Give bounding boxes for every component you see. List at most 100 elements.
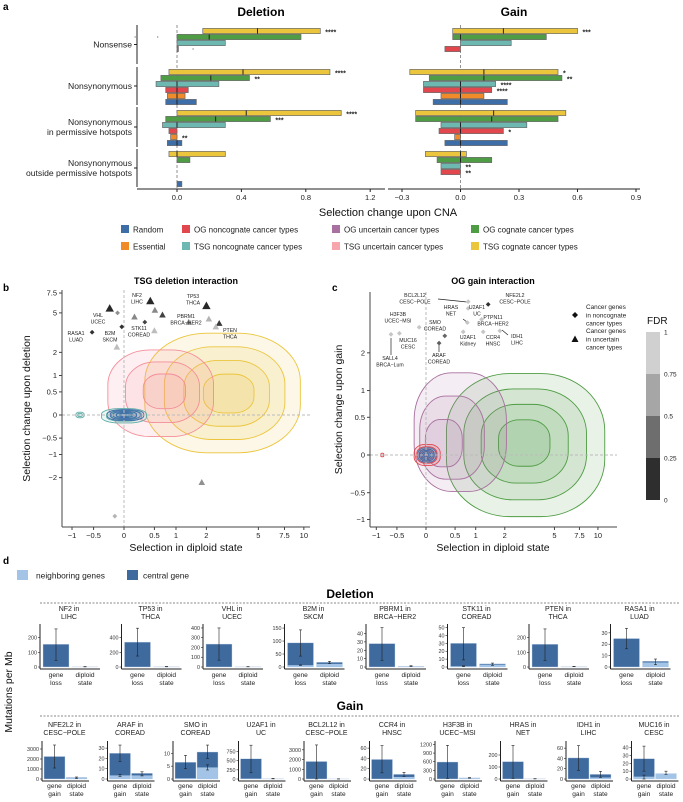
- category-label: gene: [113, 783, 128, 790]
- panel-title: UCEC−MSI: [439, 730, 475, 737]
- y-tick-label: 40: [357, 632, 363, 638]
- panel-title: MUC16 in: [638, 722, 669, 729]
- category-label: diploid: [238, 672, 257, 679]
- outlier-point: [134, 36, 136, 38]
- category-label: Nonsynonymous: [68, 81, 132, 91]
- category-label: diploid: [263, 783, 282, 790]
- bar: [168, 69, 331, 75]
- x-tick-label: 0.6: [572, 193, 582, 202]
- y-tick-label: 1000: [289, 767, 301, 773]
- legend-swatch: [332, 225, 340, 233]
- y-tick-label: 60: [361, 746, 367, 752]
- category-label: state: [159, 680, 174, 687]
- density-contour: [413, 372, 507, 492]
- category-label: Nonsynonymous: [68, 158, 132, 168]
- diamond-point: [464, 320, 470, 326]
- category-label: gain: [179, 791, 192, 798]
- y-tick-label: 250: [227, 768, 236, 774]
- colorbar-band: [646, 374, 660, 416]
- category-label: state: [528, 791, 543, 798]
- y-tick-label: 10: [357, 657, 363, 663]
- y-tick-label: 300: [191, 636, 200, 642]
- panel-label-a: a: [3, 2, 9, 13]
- shape-legend-label: cancer types: [586, 345, 622, 352]
- panel-title: HNSC: [382, 730, 402, 737]
- panel-title: TP53 in: [138, 606, 162, 613]
- y-tick-label: −1: [356, 515, 365, 524]
- gene-label: UCEC−MSI: [385, 319, 412, 325]
- panel-title: OG gain interaction: [451, 276, 535, 286]
- neighboring-genes-bar: [131, 775, 153, 779]
- y-tick-label: 7.5: [47, 289, 57, 298]
- y-tick-label: 20: [557, 767, 563, 773]
- group-title: Deletion: [326, 587, 373, 601]
- category-label: diploid: [656, 783, 675, 790]
- x-tick-label: −1: [372, 531, 381, 540]
- panel-title: SKCM: [303, 614, 323, 621]
- panel-title: COREAD: [462, 614, 492, 621]
- y-tick-label: 1000: [27, 767, 39, 773]
- gene-label: HNSC: [486, 342, 501, 348]
- y-tick-label: 0: [197, 665, 200, 671]
- gene-label: PTPN11: [483, 315, 502, 321]
- density-contour: [463, 388, 587, 501]
- y-tick-label: 40: [557, 756, 563, 762]
- colorbar-tick-label: 0.75: [664, 372, 677, 379]
- category-label: diploid: [75, 672, 94, 679]
- diamond-point: [119, 324, 125, 330]
- density-contour: [125, 361, 200, 424]
- x-tick-label: 1: [174, 531, 178, 540]
- y-tick-label: 30: [439, 641, 445, 647]
- category-label: loss: [458, 680, 470, 687]
- category-label: gain: [441, 791, 454, 798]
- bar: [440, 169, 461, 175]
- panel-title: PBRM1 in: [379, 606, 411, 613]
- gene-label: B2M: [105, 331, 116, 337]
- neighboring-genes-bar: [109, 775, 131, 779]
- y-tick-label: 0: [429, 777, 432, 783]
- bar: [436, 157, 493, 163]
- y-tick-label: 900: [423, 751, 432, 757]
- triangle-point: [131, 313, 138, 320]
- triangle-point: [198, 479, 206, 485]
- x-tick-label: −1: [68, 531, 77, 540]
- x-tick-label: 2: [503, 531, 507, 540]
- y-tick-label: 0: [36, 777, 39, 783]
- legend-label: TSG cognate cancer types: [483, 243, 578, 252]
- gene-label: SKCM: [103, 338, 118, 344]
- category-label: gain: [376, 791, 389, 798]
- panel-title: NF2 in: [59, 606, 80, 613]
- gene-label: THCA: [186, 301, 201, 307]
- diamond-point: [485, 301, 491, 307]
- density-layer: [380, 372, 606, 518]
- panel-title: ARAF in: [117, 722, 143, 729]
- category-label: state: [648, 680, 663, 687]
- gene-label: UCEC: [91, 320, 106, 326]
- x-tick-label: 0: [424, 531, 428, 540]
- gene-label: U2AF1: [460, 335, 476, 341]
- category-label: loss: [295, 680, 307, 687]
- category-label: gene: [293, 672, 308, 679]
- shape-legend-label: Cancer genes: [586, 328, 626, 335]
- triangle-point: [202, 301, 211, 310]
- y-tick-label: 0: [116, 665, 119, 671]
- diamond-point: [465, 299, 471, 305]
- diamond-point: [480, 329, 486, 335]
- density-contour: [163, 346, 286, 440]
- category-label: state: [69, 791, 84, 798]
- y-tick-label: 0.5: [355, 413, 365, 422]
- diamond-point: [89, 329, 95, 335]
- neighboring-genes-bar: [175, 778, 196, 779]
- panel-title: NFE2L2 in: [48, 722, 81, 729]
- bar: [176, 157, 191, 163]
- bar: [168, 151, 226, 157]
- triangle-point: [146, 296, 155, 305]
- y-tick-label: 20: [361, 767, 367, 773]
- y-tick-label: 200: [191, 645, 200, 651]
- bar: [165, 99, 197, 105]
- legend-label: OG uncertain cancer types: [344, 226, 439, 235]
- significance-label: ****: [501, 82, 512, 89]
- y-tick-label: 30: [99, 746, 105, 752]
- x-tick-label: 0.0: [455, 193, 465, 202]
- legend-swatch: [471, 242, 479, 250]
